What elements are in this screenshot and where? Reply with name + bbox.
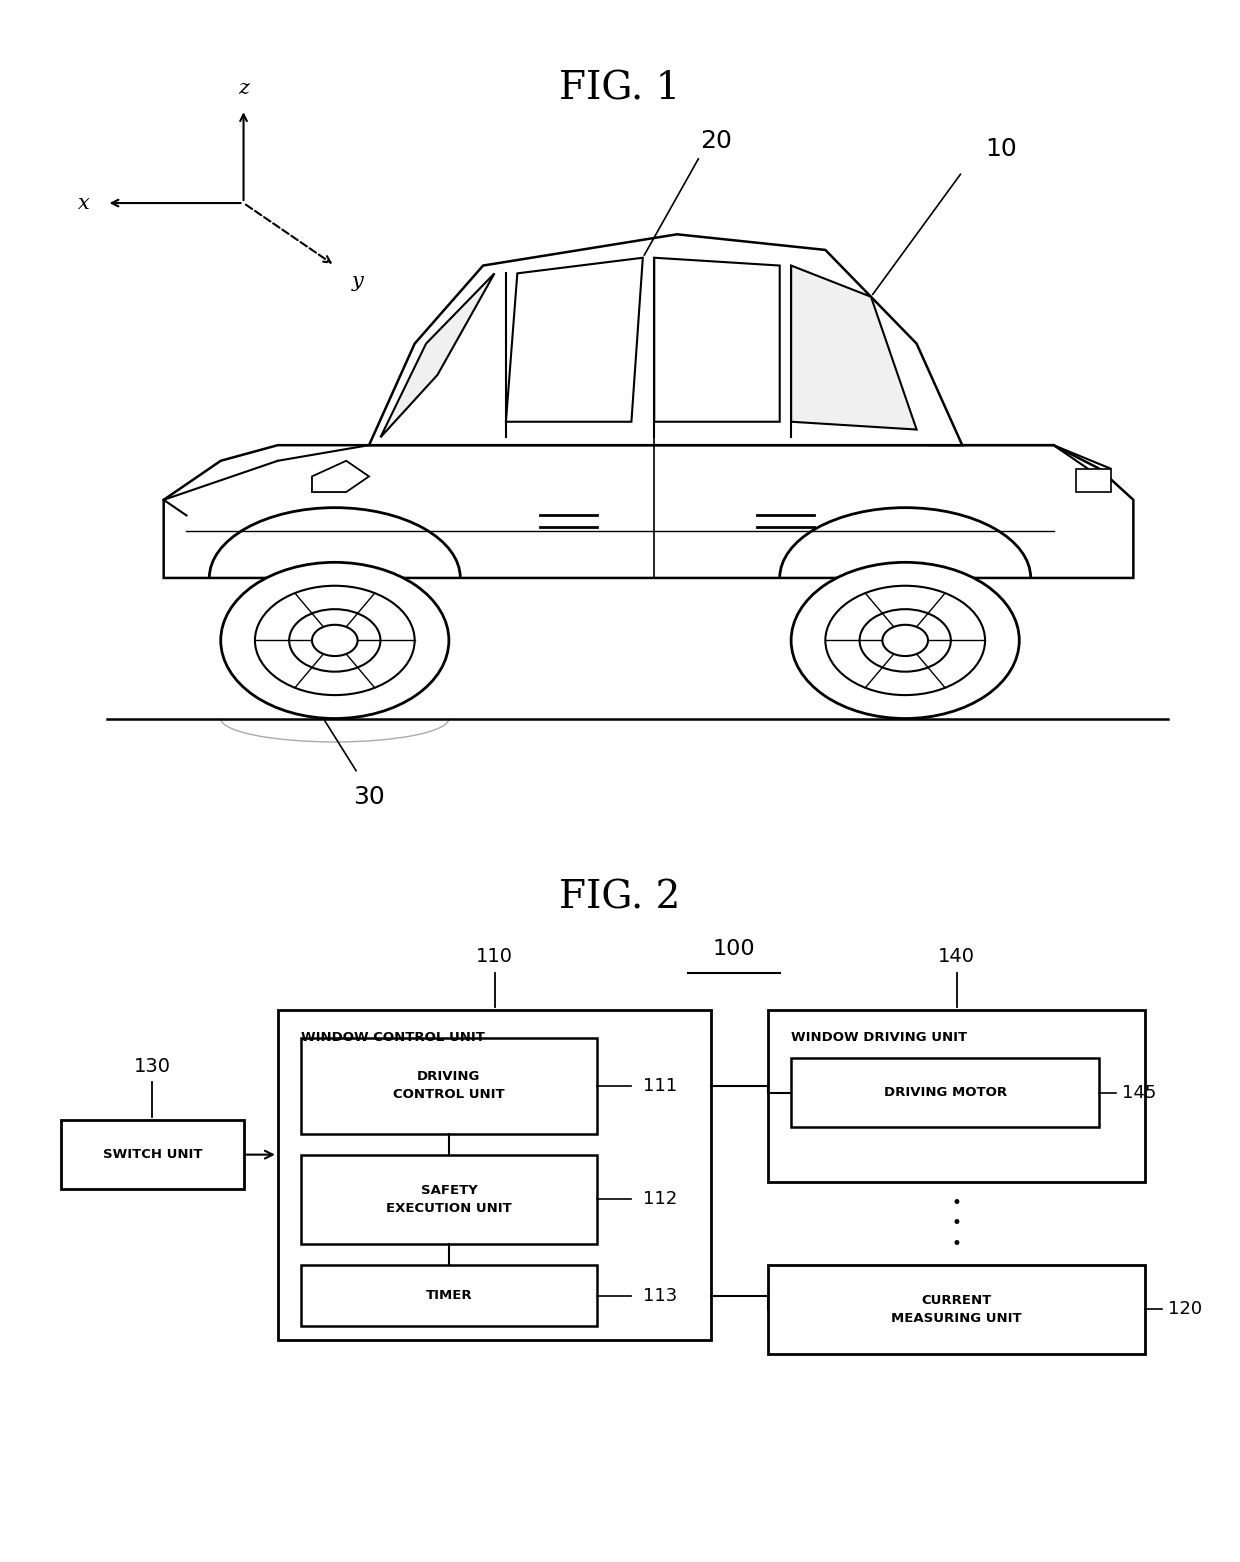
Polygon shape (791, 266, 916, 430)
Text: DRIVING
CONTROL UNIT: DRIVING CONTROL UNIT (393, 1070, 505, 1101)
Text: TIMER: TIMER (425, 1289, 472, 1303)
Text: DRIVING MOTOR: DRIVING MOTOR (884, 1086, 1007, 1100)
Bar (300, 1154, 598, 1243)
Bar (61, 1120, 243, 1189)
Polygon shape (164, 445, 1133, 578)
Circle shape (826, 586, 985, 695)
Text: 110: 110 (476, 947, 513, 967)
Text: 112: 112 (642, 1190, 677, 1209)
Circle shape (883, 625, 928, 656)
Text: •: • (951, 1193, 961, 1212)
Polygon shape (370, 234, 962, 445)
Circle shape (289, 609, 381, 672)
Polygon shape (506, 258, 642, 422)
Text: 140: 140 (937, 947, 975, 967)
Bar (791, 1059, 1099, 1128)
Text: 145: 145 (1122, 1084, 1157, 1101)
Circle shape (791, 562, 1019, 719)
Text: 100: 100 (713, 939, 755, 959)
Bar (1076, 469, 1111, 492)
Text: SWITCH UNIT: SWITCH UNIT (103, 1148, 202, 1161)
Circle shape (221, 562, 449, 719)
Text: CURRENT
MEASURING UNIT: CURRENT MEASURING UNIT (892, 1293, 1022, 1325)
Text: FIG. 1: FIG. 1 (559, 70, 681, 108)
Bar (278, 1011, 712, 1340)
Text: WINDOW CONTROL UNIT: WINDOW CONTROL UNIT (300, 1031, 485, 1045)
Bar (300, 1037, 598, 1134)
Text: •: • (951, 1236, 961, 1253)
Text: SAFETY
EXECUTION UNIT: SAFETY EXECUTION UNIT (386, 1184, 512, 1215)
Circle shape (312, 625, 357, 656)
Polygon shape (655, 258, 780, 422)
Text: 111: 111 (642, 1076, 677, 1095)
Text: 130: 130 (134, 1057, 171, 1076)
Text: FIG. 2: FIG. 2 (559, 879, 681, 917)
Text: y: y (352, 272, 363, 291)
Bar (300, 1265, 598, 1326)
Text: x: x (78, 194, 89, 212)
Polygon shape (312, 461, 370, 492)
Text: 10: 10 (985, 137, 1017, 161)
Circle shape (255, 586, 414, 695)
Text: 30: 30 (353, 786, 384, 809)
Text: WINDOW DRIVING UNIT: WINDOW DRIVING UNIT (791, 1031, 967, 1045)
Text: 113: 113 (642, 1287, 677, 1304)
Polygon shape (381, 273, 495, 437)
Text: 20: 20 (699, 130, 732, 153)
Circle shape (859, 609, 951, 672)
Text: z: z (238, 78, 249, 97)
Text: •: • (951, 1214, 961, 1232)
Text: 120: 120 (1168, 1300, 1202, 1318)
Bar (769, 1265, 1145, 1354)
Bar (769, 1011, 1145, 1182)
